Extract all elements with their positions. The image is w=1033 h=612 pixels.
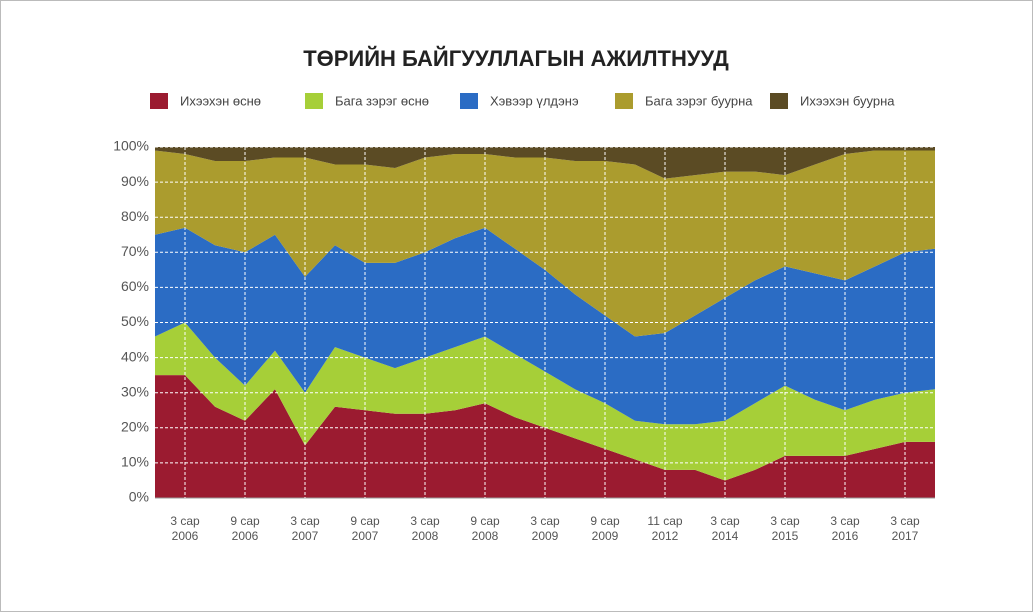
y-tick-label: 90% xyxy=(121,173,149,189)
x-tick-label: 3 сар 2017 xyxy=(890,514,920,543)
x-tick-label: 3 сар 2008 xyxy=(410,514,440,543)
x-tick-label: 9 сар 2006 xyxy=(230,514,260,543)
x-tick-label: 11 сар 2012 xyxy=(647,514,683,543)
legend-swatch xyxy=(770,93,788,109)
y-tick-label: 70% xyxy=(121,243,149,259)
chart-title: ТӨРИЙН БАЙГУУЛЛАГЫН АЖИЛТНУУД xyxy=(303,46,729,71)
legend-label: Хэвээр үлдэнэ xyxy=(490,93,579,108)
y-tick-label: 0% xyxy=(129,489,149,505)
x-tick-label: 3 сар 2009 xyxy=(530,514,560,543)
legend-swatch xyxy=(460,93,478,109)
x-tick-label: 3 сар 2016 xyxy=(830,514,860,543)
legend-label: Ихээхэн өснө xyxy=(180,93,261,108)
y-tick-label: 40% xyxy=(121,348,149,364)
y-tick-label: 20% xyxy=(121,419,149,435)
area xyxy=(155,322,935,481)
x-tick-label: 9 сар 2007 xyxy=(350,514,380,543)
y-tick-label: 10% xyxy=(121,454,149,470)
legend-label: Бага зэрэг өснө xyxy=(335,93,429,108)
x-tick-label: 9 сар 2009 xyxy=(590,514,620,543)
area xyxy=(155,227,935,425)
y-tick-label: 60% xyxy=(121,278,149,294)
legend-swatch xyxy=(305,93,323,109)
legend-label: Ихээхэн буурна xyxy=(800,93,895,108)
x-tick-label: 3 сар 2014 xyxy=(710,514,740,543)
area xyxy=(155,147,935,179)
y-tick-label: 50% xyxy=(121,313,149,329)
legend-label: Бага зэрэг буурна xyxy=(645,93,753,108)
x-tick-label: 3 сар 2007 xyxy=(290,514,320,543)
y-tick-label: 80% xyxy=(121,208,149,224)
y-tick-label: 100% xyxy=(113,138,149,154)
area xyxy=(155,375,935,498)
y-tick-label: 30% xyxy=(121,383,149,399)
legend-swatch xyxy=(150,93,168,109)
x-tick-label: 9 сар 2008 xyxy=(470,514,500,543)
legend-swatch xyxy=(615,93,633,109)
x-tick-label: 3 сар 2015 xyxy=(770,514,800,543)
x-tick-label: 3 сар 2006 xyxy=(170,514,200,543)
